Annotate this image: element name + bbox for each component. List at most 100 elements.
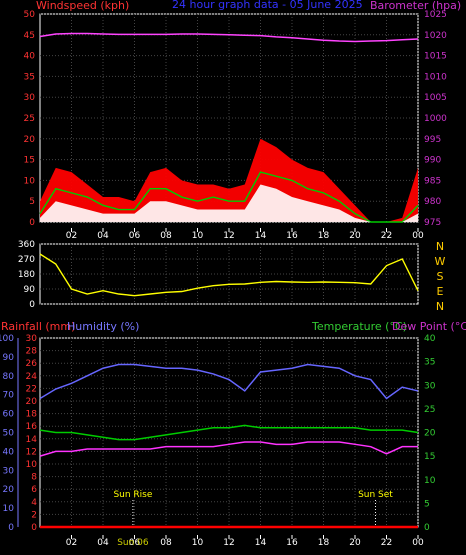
humidity-y-tick-label: 80 bbox=[3, 372, 15, 382]
temp-x-tick-label: 18 bbox=[318, 538, 330, 548]
temp-x-tick-label: 08 bbox=[160, 538, 172, 548]
wind-x-tick-label: 14 bbox=[255, 231, 267, 241]
barometer-y-tick-label: 1015 bbox=[424, 52, 447, 62]
wind-y-tick-label: 0 bbox=[29, 218, 35, 228]
humidity-y-tick-label: 10 bbox=[3, 504, 15, 514]
rainfall-y-tick-label: 2 bbox=[31, 510, 37, 520]
barometer-y-tick-label: 985 bbox=[424, 176, 441, 186]
barometer-y-tick-label: 980 bbox=[424, 197, 441, 207]
humidity-y-tick-label: 20 bbox=[3, 485, 15, 495]
temperature-y-tick-label: 20 bbox=[424, 429, 436, 439]
rainfall-y-tick-label: 22 bbox=[26, 384, 37, 394]
wind-y-tick-label: 45 bbox=[24, 31, 35, 41]
series-gust-area bbox=[40, 138, 418, 222]
humidity-y-tick-label: 0 bbox=[8, 523, 14, 533]
rainfall-y-tick-label: 28 bbox=[26, 347, 38, 357]
compass-label: N bbox=[436, 240, 444, 253]
humidity-y-tick-label: 70 bbox=[3, 391, 15, 401]
annotation-label: Sun 06 bbox=[117, 538, 149, 548]
rainfall-y-tick-label: 14 bbox=[26, 435, 38, 445]
rainfall-y-tick-label: 18 bbox=[26, 410, 38, 420]
compass-label: S bbox=[437, 270, 444, 283]
wind-x-tick-label: 18 bbox=[318, 231, 330, 241]
windspeed-axis-label: Windspeed (kph) bbox=[36, 0, 129, 12]
compass-label: E bbox=[437, 285, 444, 298]
series-barometer-line bbox=[39, 32, 419, 43]
temperature-y-tick-label: 30 bbox=[424, 381, 436, 391]
barometer-y-tick-label: 1020 bbox=[424, 31, 447, 41]
rainfall-y-tick-label: 20 bbox=[26, 397, 38, 407]
direction-y-tick-label: 360 bbox=[18, 240, 35, 250]
temp-x-tick-label: 02 bbox=[66, 538, 77, 548]
humidity-y-tick-label: 30 bbox=[3, 466, 15, 476]
rainfall-y-tick-label: 12 bbox=[26, 447, 37, 457]
barometer-axis-label: Barometer (hpa) bbox=[370, 0, 461, 12]
temperature-y-tick-label: 10 bbox=[424, 476, 436, 486]
temp-x-tick-label: 04 bbox=[97, 538, 109, 548]
wind-x-tick-label: 12 bbox=[223, 231, 234, 241]
direction-y-tick-label: 270 bbox=[18, 255, 35, 265]
humidity-axis-label: Humidity (%) bbox=[67, 320, 139, 333]
wind-y-tick-label: 50 bbox=[24, 10, 36, 20]
wind-y-tick-label: 5 bbox=[29, 197, 35, 207]
rainfall-y-tick-label: 30 bbox=[26, 334, 38, 344]
wind-y-tick-label: 30 bbox=[24, 93, 36, 103]
wind-x-tick-label: 02 bbox=[66, 231, 77, 241]
temperature-y-tick-label: 25 bbox=[424, 405, 435, 415]
barometer-y-tick-label: 990 bbox=[424, 156, 441, 166]
dewpoint-axis-label: Dew Point (°C) bbox=[392, 320, 466, 333]
wind-x-tick-label: 10 bbox=[192, 231, 204, 241]
barometer-y-tick-label: 1025 bbox=[424, 10, 447, 20]
temperature-y-tick-label: 0 bbox=[424, 523, 430, 533]
rainfall-y-tick-label: 16 bbox=[26, 422, 38, 432]
direction-y-tick-label: 0 bbox=[29, 300, 35, 310]
rainfall-y-tick-label: 6 bbox=[31, 485, 37, 495]
direction-y-tick-label: 90 bbox=[24, 285, 36, 295]
temp-x-tick-label: 20 bbox=[349, 538, 361, 548]
humidity-y-tick-label: 60 bbox=[3, 410, 15, 420]
temperature-y-tick-label: 35 bbox=[424, 358, 435, 368]
wind-y-tick-label: 15 bbox=[24, 156, 35, 166]
rainfall-y-tick-label: 4 bbox=[31, 498, 37, 508]
wind-y-tick-label: 10 bbox=[24, 176, 36, 186]
wind-y-tick-label: 40 bbox=[24, 52, 36, 62]
wind-x-tick-label: 16 bbox=[286, 231, 298, 241]
humidity-y-tick-label: 50 bbox=[3, 429, 15, 439]
chart-title: 24 hour graph data - 05 June 2025 bbox=[172, 0, 363, 11]
temp-x-tick-label: 12 bbox=[223, 538, 234, 548]
series-humidity-line bbox=[39, 363, 419, 400]
temp-x-tick-label: 16 bbox=[286, 538, 298, 548]
barometer-y-tick-label: 1010 bbox=[424, 72, 447, 82]
barometer-y-tick-label: 1000 bbox=[424, 114, 447, 124]
barometer-y-tick-label: 995 bbox=[424, 135, 441, 145]
compass-label: W bbox=[435, 255, 446, 268]
annotation-label: Sun Rise bbox=[113, 490, 152, 500]
series-direction-line bbox=[39, 253, 419, 297]
compass-label: N bbox=[436, 300, 444, 313]
temperature-axis-label: Temperature (°C) bbox=[311, 320, 407, 333]
rainfall-y-tick-label: 26 bbox=[26, 359, 38, 369]
humidity-y-tick-label: 100 bbox=[0, 334, 14, 344]
rainfall-axis-label: Rainfall (mm) bbox=[1, 320, 75, 333]
humidity-y-tick-label: 40 bbox=[3, 447, 15, 457]
temp-x-tick-label: 10 bbox=[192, 538, 204, 548]
wind-x-tick-label: 20 bbox=[349, 231, 361, 241]
wind-x-tick-label: 06 bbox=[129, 231, 141, 241]
humidity-y-tick-label: 90 bbox=[3, 353, 15, 363]
series-dew-point-line bbox=[39, 441, 418, 457]
temperature-y-tick-label: 40 bbox=[424, 334, 436, 344]
annotation-label: Sun Set bbox=[358, 490, 393, 500]
temperature-y-tick-label: 15 bbox=[424, 452, 435, 462]
temp-x-tick-label: 00 bbox=[412, 538, 424, 548]
temperature-y-tick-label: 5 bbox=[424, 499, 430, 509]
barometer-y-tick-label: 975 bbox=[424, 218, 441, 228]
series-speed-area bbox=[40, 184, 418, 222]
rainfall-y-tick-label: 10 bbox=[26, 460, 38, 470]
rainfall-y-tick-label: 8 bbox=[31, 473, 37, 483]
direction-y-tick-label: 180 bbox=[18, 270, 35, 280]
wind-x-tick-label: 00 bbox=[412, 231, 424, 241]
wind-y-tick-label: 20 bbox=[24, 135, 36, 145]
wind-x-tick-label: 04 bbox=[97, 231, 109, 241]
